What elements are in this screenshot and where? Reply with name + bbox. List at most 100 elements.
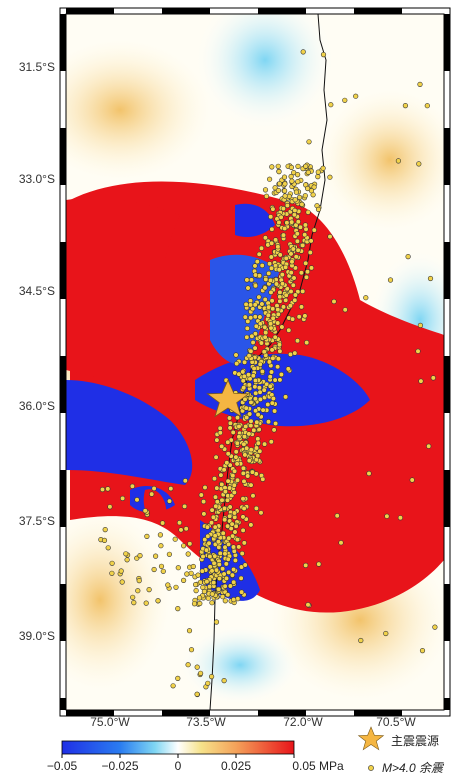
aftershock-dot	[255, 453, 261, 459]
aftershock-dot	[256, 385, 263, 391]
aftershock-dot	[211, 579, 217, 586]
aftershock-dot	[119, 495, 126, 502]
aftershock-dot	[227, 425, 233, 431]
frame-stripe	[66, 8, 114, 14]
aftershock-dot	[273, 420, 279, 427]
aftershock-dot	[248, 447, 254, 453]
aftershock-dot	[276, 169, 282, 175]
aftershock-dot	[288, 288, 294, 295]
aftershock-dot	[277, 294, 283, 300]
aftershock-dot	[277, 377, 283, 383]
aftershock-dot	[217, 550, 223, 557]
aftershock-dot	[245, 372, 252, 378]
aftershock-dot	[250, 339, 256, 346]
aftershock-dot	[107, 504, 113, 510]
aftershock-dot	[234, 440, 240, 446]
aftershock-dot	[244, 414, 250, 421]
aftershock-dot	[212, 553, 218, 559]
aftershock-dot	[387, 277, 394, 283]
aftershock-dot	[181, 577, 187, 584]
aftershock-dot	[166, 551, 172, 557]
aftershock-dot	[302, 193, 308, 199]
aftershock-dot	[295, 163, 301, 169]
aftershock-dot	[256, 294, 262, 300]
aftershock-dot	[241, 540, 247, 546]
aftershock-dot	[251, 365, 257, 372]
aftershock-dot	[305, 185, 311, 192]
aftershock-dot	[252, 302, 258, 308]
aftershock-dot	[221, 571, 227, 577]
frame-stripe	[354, 710, 402, 716]
aftershock-dot	[334, 513, 340, 519]
aftershock-dot	[245, 318, 251, 325]
aftershock-dot	[358, 637, 364, 644]
aftershock-dot	[200, 553, 206, 560]
aftershock-dot	[257, 314, 263, 320]
aftershock-dot	[205, 533, 211, 539]
aftershock-dot	[105, 545, 111, 551]
aftershock-dot	[280, 206, 287, 212]
aftershock-dot	[272, 377, 278, 383]
aftershock-dot	[243, 301, 249, 308]
aftershock-dot	[282, 193, 288, 199]
lat-label: 33.0°S	[19, 172, 55, 186]
aftershock-dot	[409, 477, 415, 483]
aftershock-dot	[294, 231, 300, 237]
aftershock-dot	[245, 285, 251, 291]
aftershock-dot	[306, 139, 312, 145]
aftershock-dot	[231, 566, 237, 573]
aftershock-dot	[129, 483, 135, 489]
aftershock-dot	[270, 355, 276, 361]
frame-stripe	[60, 242, 66, 299]
aftershock-dot	[327, 234, 333, 240]
aftershock-dot	[277, 181, 283, 187]
aftershock-dot	[307, 249, 313, 256]
aftershock-dot	[197, 600, 203, 607]
aftershock-dot	[248, 522, 254, 528]
aftershock-dot	[272, 185, 278, 191]
aftershock-dot	[282, 181, 288, 187]
aftershock-dot	[293, 189, 300, 195]
aftershock-dot	[257, 361, 263, 367]
aftershock-dot	[253, 390, 259, 396]
colorbar-tick-label: −0.025	[101, 759, 138, 773]
aftershock-dot	[204, 578, 210, 585]
aftershock-dot	[305, 602, 311, 608]
aftershock-dot	[221, 505, 228, 512]
aftershock-dot	[199, 568, 205, 574]
aftershock-dot	[213, 619, 220, 625]
aftershock-dot	[271, 427, 277, 433]
negative-stress-zone	[235, 203, 275, 237]
lat-label: 39.0°S	[19, 629, 55, 643]
map-frame	[59, 7, 451, 717]
aftershock-dot	[124, 557, 130, 563]
aftershock-dot	[240, 514, 246, 520]
stress-field-map	[66, 14, 444, 710]
aftershock-dot	[187, 541, 193, 547]
aftershock-dot	[182, 503, 188, 510]
frame-stripe	[444, 584, 450, 641]
aftershock-dot	[278, 371, 285, 378]
aftershock-dot	[227, 583, 233, 589]
aftershock-dot	[305, 169, 311, 175]
aftershock-dot	[241, 505, 247, 512]
frame-stripe	[258, 710, 306, 716]
aftershock-dot	[290, 316, 296, 322]
aftershock-dot	[272, 334, 278, 340]
aftershock-dot	[262, 441, 268, 447]
aftershock-dot	[214, 499, 220, 505]
aftershock-dot	[275, 364, 281, 370]
aftershock-dot	[212, 533, 218, 539]
aftershock-dot	[226, 569, 232, 576]
aftershock-dot	[291, 212, 298, 218]
aftershock-dot	[273, 237, 279, 243]
aftershock-dot	[229, 521, 235, 527]
aftershock-dot	[211, 560, 217, 566]
frame-stripe	[66, 710, 114, 716]
aftershock-dot	[275, 187, 282, 194]
aftershock-dot	[118, 568, 124, 574]
aftershock-dot	[234, 361, 240, 367]
aftershock-dot	[270, 395, 277, 402]
aftershock-dot	[252, 283, 259, 289]
aftershock-dot	[214, 437, 220, 443]
